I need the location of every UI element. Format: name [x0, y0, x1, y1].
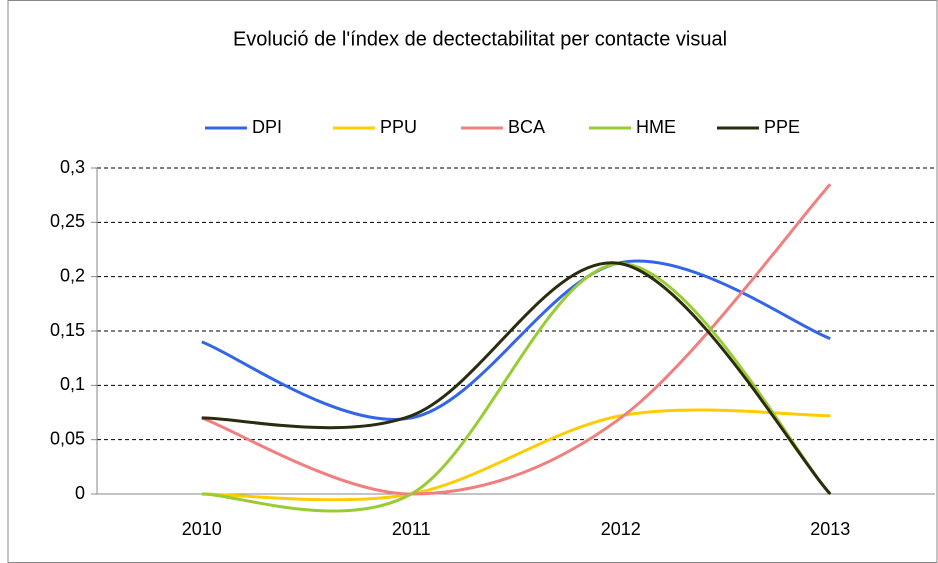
- legend-label: PPE: [764, 117, 800, 137]
- y-tick-label: 0,25: [50, 211, 85, 231]
- line: [201, 261, 832, 496]
- y-tick-label: 0,05: [50, 428, 85, 448]
- y-tick-label: 0,3: [60, 157, 85, 177]
- y-tick-label: 0: [75, 483, 85, 503]
- chart-border: [7, 0, 938, 563]
- line: [201, 259, 831, 421]
- line: [201, 262, 832, 513]
- line: [201, 408, 831, 502]
- x-tick-label: 2013: [810, 519, 850, 539]
- x-tick-label: 2010: [182, 519, 222, 539]
- y-tick-label: 0,2: [60, 265, 85, 285]
- legend-label: DPI: [252, 117, 282, 137]
- chart-title: Evolució de l'índex de dectectabilitat p…: [233, 28, 727, 50]
- legend-label: HME: [636, 117, 676, 137]
- y-tick-label: 0,1: [60, 374, 85, 394]
- legend-label: PPU: [380, 117, 417, 137]
- line: [201, 183, 832, 496]
- x-tick-label: 2012: [601, 519, 641, 539]
- legend-label: BCA: [508, 117, 545, 137]
- y-tick-label: 0,15: [50, 320, 85, 340]
- x-tick-label: 2011: [392, 519, 431, 539]
